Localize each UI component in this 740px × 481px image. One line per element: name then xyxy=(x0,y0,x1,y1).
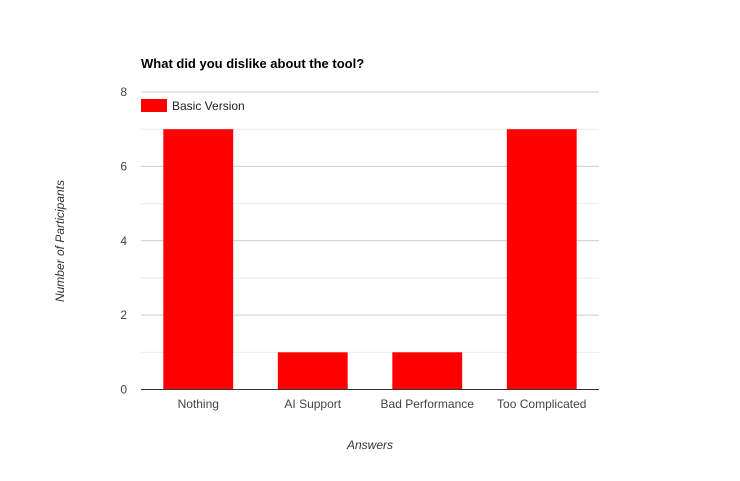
bar-nothing xyxy=(163,129,234,390)
bars xyxy=(163,129,577,390)
y-tick-label: 6 xyxy=(120,159,127,173)
x-tick-label: Too Complicated xyxy=(497,397,586,411)
bar-too-complicated xyxy=(506,129,577,390)
bar-bad-performance xyxy=(392,352,463,390)
x-axis-label: Answers xyxy=(346,438,393,452)
legend-swatch xyxy=(141,99,167,112)
y-tick-label: 2 xyxy=(120,308,127,322)
chart-title: What did you dislike about the tool? xyxy=(141,56,364,71)
y-tick-labels: 0 2 4 6 8 xyxy=(120,85,127,397)
bar-ai-support xyxy=(277,352,348,390)
x-tick-label: AI Support xyxy=(284,397,341,411)
x-tick-label: Nothing xyxy=(178,397,219,411)
y-tick-label: 4 xyxy=(120,234,127,248)
y-tick-label: 0 xyxy=(120,383,127,397)
y-axis-label: Number of Participants xyxy=(53,180,67,302)
x-tick-label: Bad Performance xyxy=(381,397,475,411)
x-tick-labels: Nothing AI Support Bad Performance Too Comp… xyxy=(178,397,587,411)
legend-label: Basic Version xyxy=(172,99,245,113)
y-tick-label: 8 xyxy=(120,85,127,99)
legend: Basic Version xyxy=(141,99,245,113)
